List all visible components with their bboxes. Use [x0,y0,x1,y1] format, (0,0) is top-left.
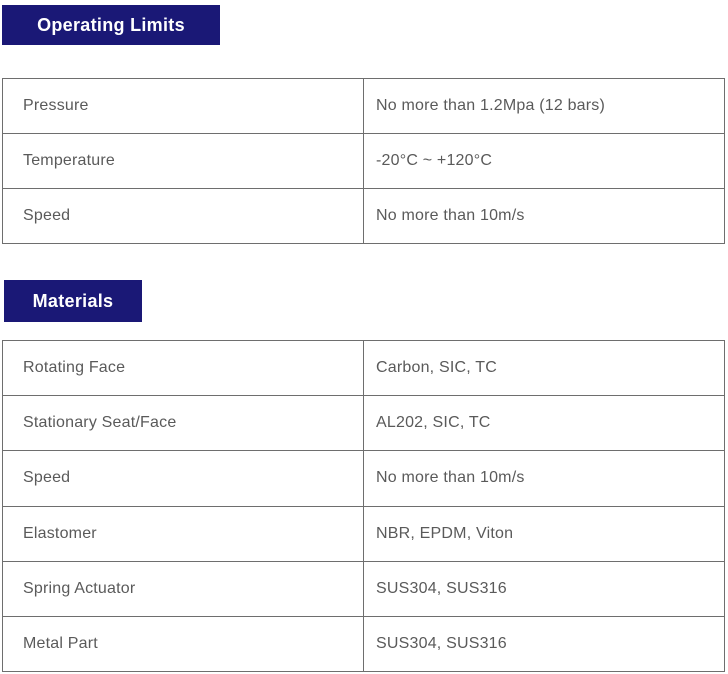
table-row: Stationary Seat/Face AL202, SIC, TC [3,395,724,451]
materials-table: Rotating Face Carbon, SIC, TC Stationary… [2,340,725,672]
row-label: Pressure [3,79,364,133]
row-label: Spring Actuator [3,561,364,616]
table-row: Rotating Face Carbon, SIC, TC [3,341,724,396]
table-row: Metal Part SUS304, SUS316 [3,615,724,672]
table-row: Temperature -20°C ~ +120°C [3,133,724,188]
row-value: No more than 10m/s [376,469,525,487]
row-value: NBR, EPDM, Viton [376,524,514,542]
operating-limits-table: Pressure No more than 1.2Mpa (12 bars) T… [2,78,725,244]
row-value: -20°C ~ +120°C [376,152,493,169]
row-label: Speed [3,451,364,506]
row-label: Speed [3,189,364,243]
table-row: Pressure No more than 1.2Mpa (12 bars) [3,79,724,133]
row-value: No more than 1.2Mpa (12 bars) [376,97,606,114]
row-label: Temperature [3,134,364,188]
row-value: SUS304, SUS316 [376,579,507,597]
row-value: AL202, SIC, TC [376,414,491,432]
section-title-materials: Materials [4,280,142,322]
row-value: Carbon, SIC, TC [376,359,497,377]
row-label: Stationary Seat/Face [3,396,364,451]
table-row: Speed No more than 10m/s [3,188,724,243]
row-value: SUS304, SUS316 [376,634,507,652]
row-value: No more than 10m/s [376,207,525,224]
table-row: Elastomer NBR, EPDM, Viton [3,505,724,561]
row-label: Elastomer [3,506,364,561]
section-title-operating-limits: Operating Limits [2,5,220,45]
row-label: Metal Part [3,616,364,672]
row-label: Rotating Face [3,341,364,396]
table-row: Speed No more than 10m/s [3,450,724,506]
table-row: Spring Actuator SUS304, SUS316 [3,560,724,616]
